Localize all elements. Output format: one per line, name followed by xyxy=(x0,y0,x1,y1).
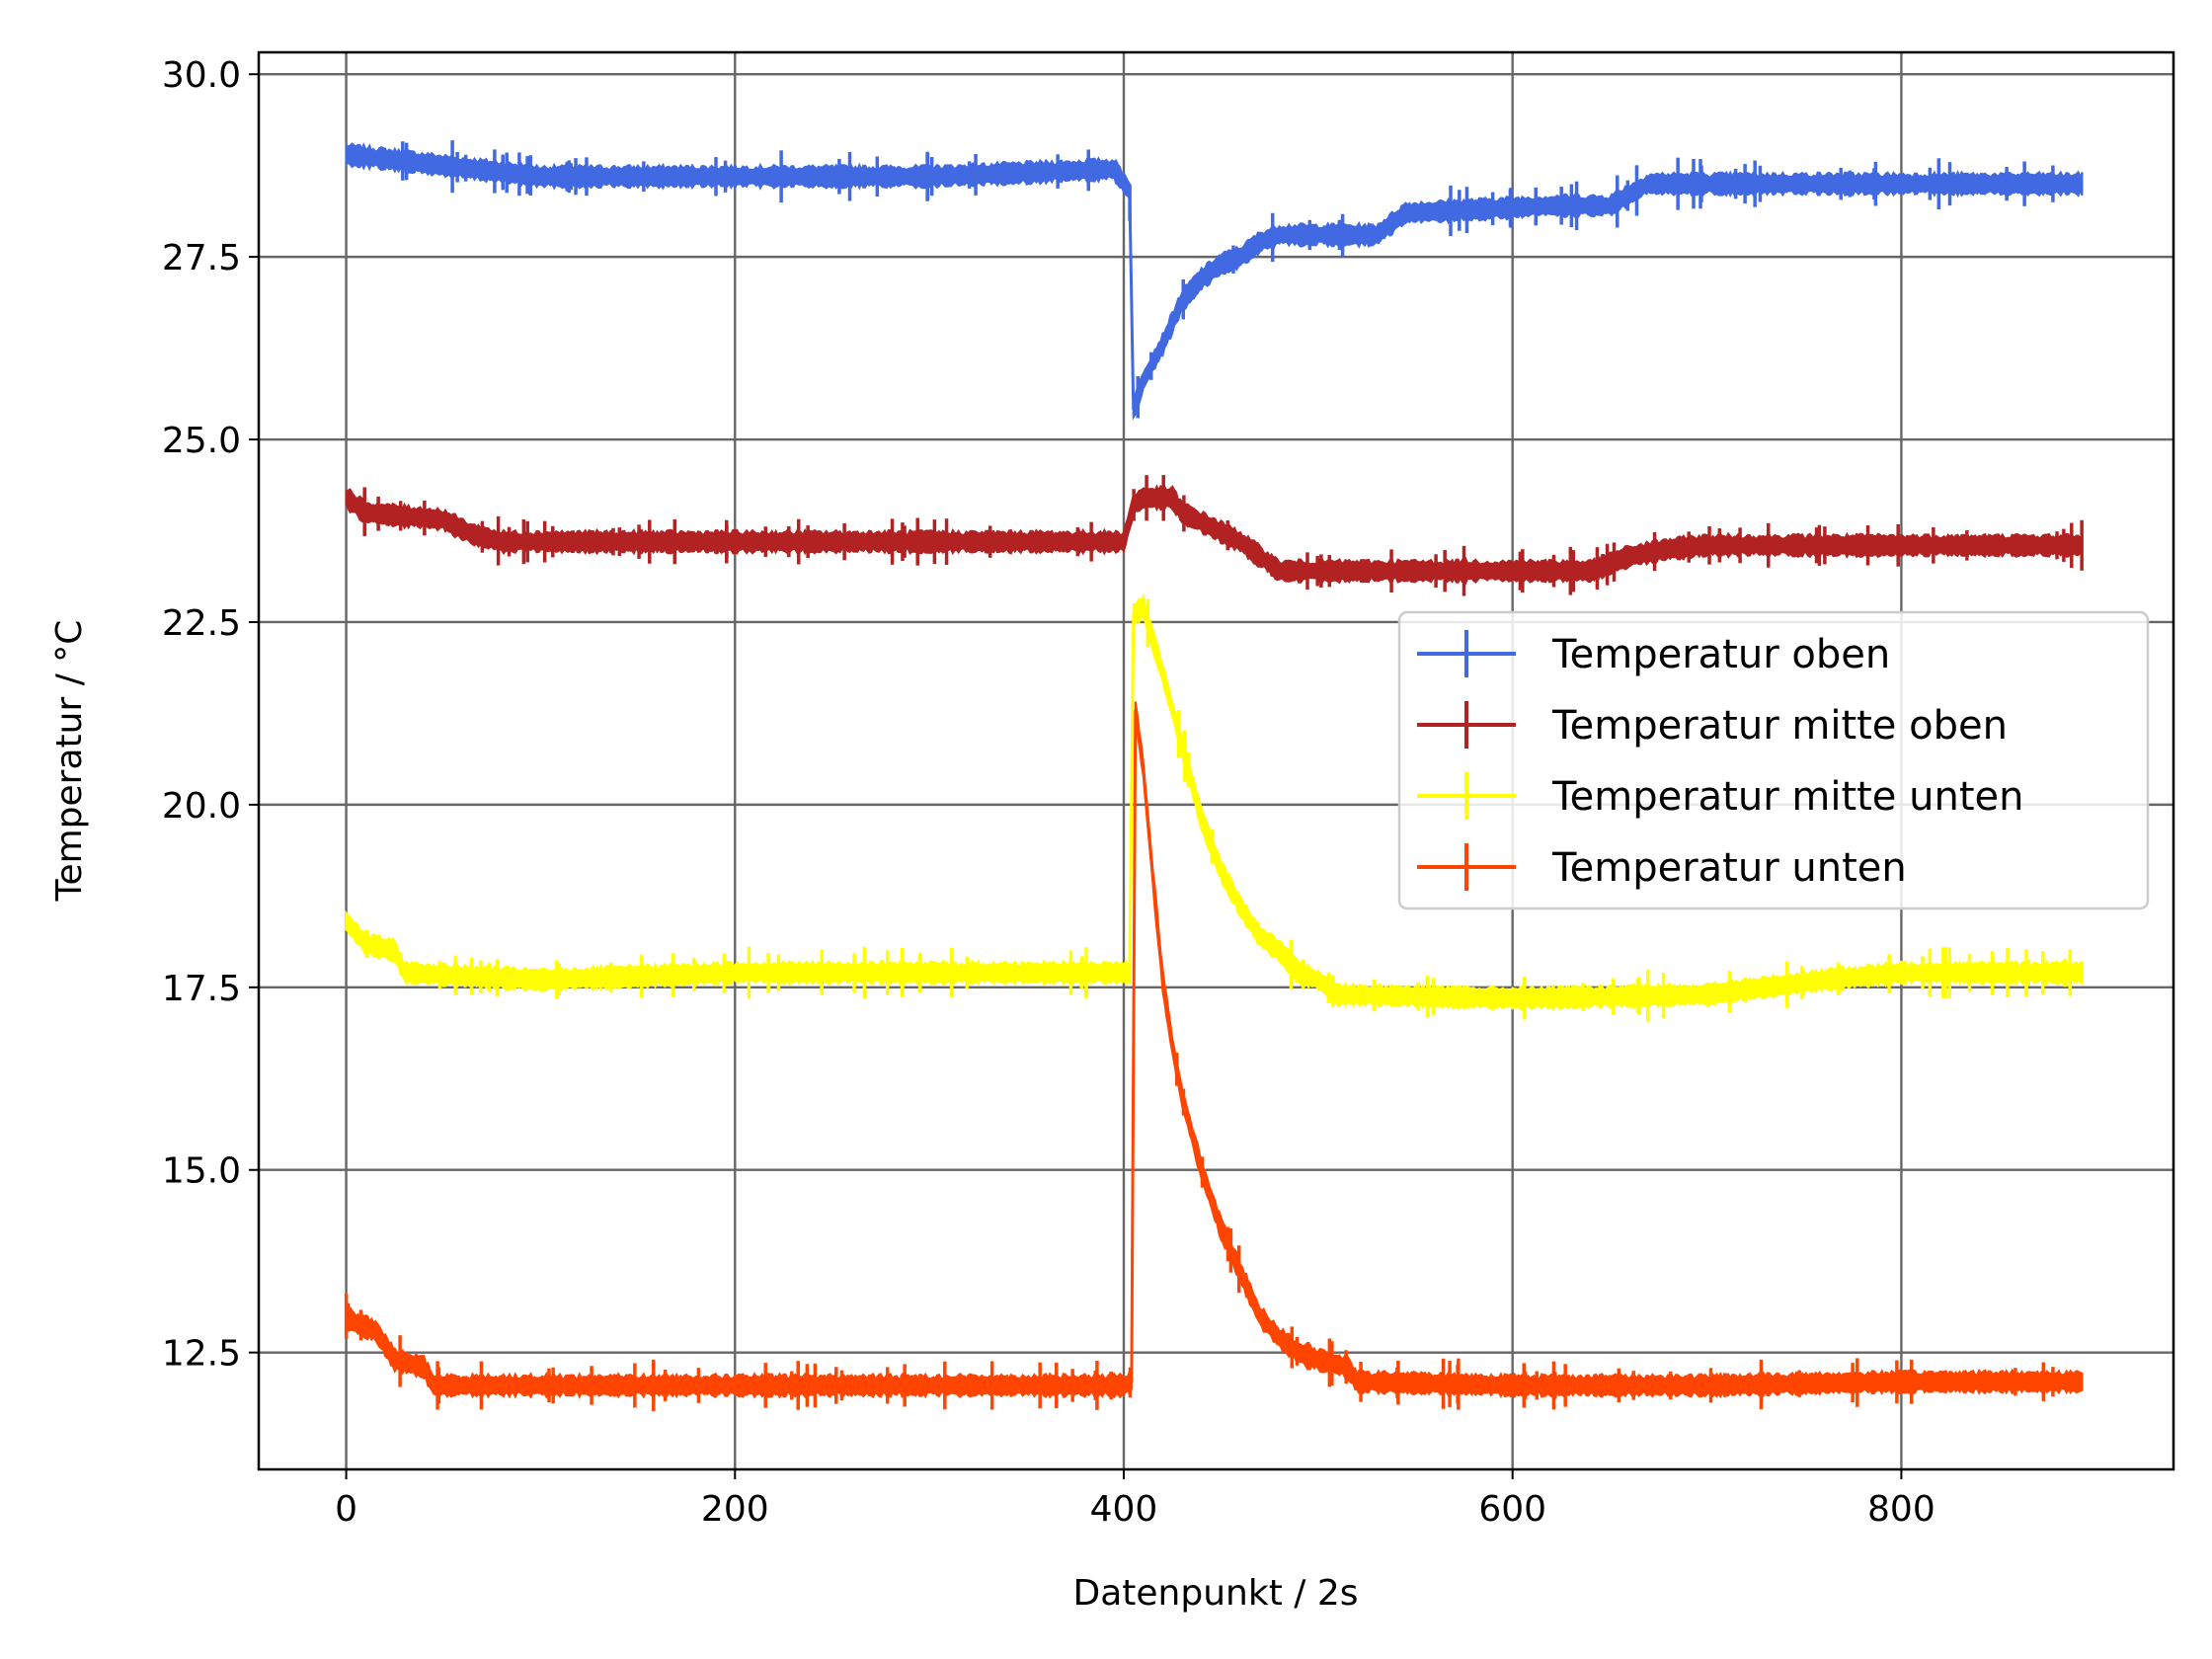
legend-label: Temperatur mitte unten xyxy=(1551,774,2023,820)
legend-label: Temperatur oben xyxy=(1551,632,1890,677)
series-1 xyxy=(345,474,2084,596)
legend-box xyxy=(1397,610,2150,910)
series-0 xyxy=(345,140,2084,421)
axes-frame xyxy=(257,50,2175,1471)
y-tick-label: 25.0 xyxy=(162,421,241,461)
series-0-line xyxy=(346,153,2083,411)
legend: Temperatur oben Temperatur mitte oben Temp… xyxy=(1397,610,2150,910)
y-tick-label: 12.5 xyxy=(162,1334,241,1375)
series-2-line xyxy=(345,604,2083,1000)
series-2-error-band xyxy=(345,592,2084,1011)
x-tick-label: 800 xyxy=(1867,1489,1936,1530)
x-tick-label: 600 xyxy=(1478,1489,1546,1530)
y-tick-label: 20.0 xyxy=(162,786,241,827)
x-axis-label: Datenpunkt / 2s xyxy=(1073,1573,1359,1614)
series-3 xyxy=(344,701,2084,1412)
series-3-error-band xyxy=(345,701,2084,1399)
y-tick-label: 15.0 xyxy=(162,1151,241,1192)
x-tick-label: 400 xyxy=(1090,1489,1158,1530)
y-tick-label: 30.0 xyxy=(162,55,241,96)
x-tick-label: 200 xyxy=(701,1489,769,1530)
series-2 xyxy=(345,592,2084,1022)
y-tick-label: 27.5 xyxy=(162,238,241,278)
series-1-line xyxy=(345,496,2083,573)
series-3-line xyxy=(345,709,2083,1387)
plot-area xyxy=(344,140,2084,1412)
y-tick-label: 17.5 xyxy=(162,969,241,1009)
legend-label: Temperatur mitte oben xyxy=(1551,703,2008,749)
legend-label: Temperatur unten xyxy=(1551,845,1907,891)
x-tick-label: 0 xyxy=(335,1489,357,1530)
y-axis-label: Temperatur / °C xyxy=(49,620,90,903)
ticks: 0 200 400 600 800 12.5 15.0 17.5 20.0 22.5 25.0 27.… xyxy=(162,55,1936,1530)
y-tick-label: 22.5 xyxy=(162,603,241,644)
